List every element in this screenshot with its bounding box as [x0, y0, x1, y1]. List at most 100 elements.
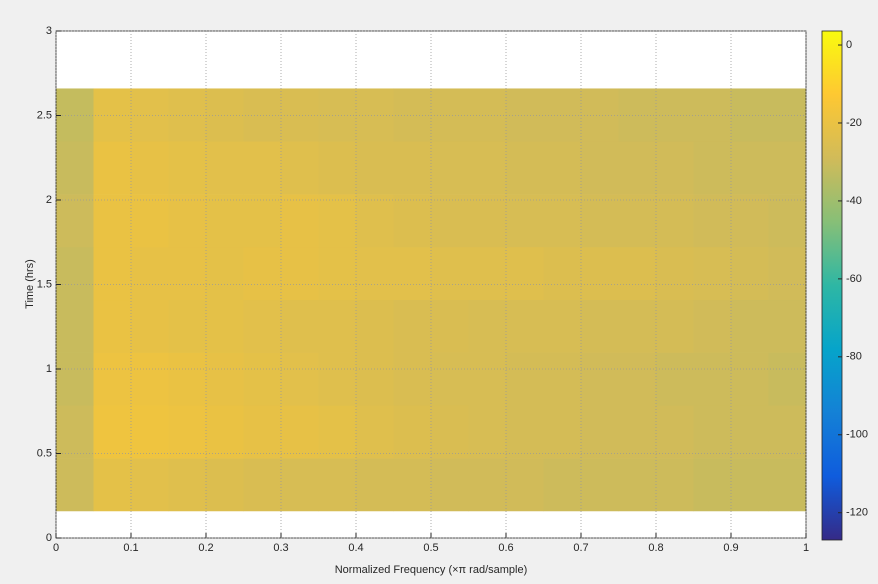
x-tick-label: 0.6: [498, 542, 513, 554]
x-tick-label: 0.8: [648, 542, 663, 554]
cell: [356, 246, 394, 301]
cell: [93, 405, 132, 459]
cell: [131, 405, 169, 459]
cell: [768, 194, 807, 248]
cell: [618, 458, 657, 512]
x-tick-label: 0.1: [123, 542, 138, 554]
cell: [56, 458, 94, 512]
cell: [431, 246, 469, 301]
cell: [93, 88, 132, 142]
cell: [468, 194, 507, 248]
x-tick-label: 0.9: [723, 542, 738, 554]
cell: [731, 194, 769, 248]
cell: [656, 299, 694, 353]
cell: [356, 88, 394, 142]
cell: [543, 352, 582, 406]
cell: [543, 88, 582, 142]
cell: [543, 141, 582, 195]
cell: [56, 299, 94, 353]
cell: [56, 352, 94, 406]
x-tick-label: 0.5: [423, 542, 438, 554]
cell: [768, 141, 807, 195]
cell: [206, 246, 244, 301]
y-tick-label: 1: [46, 363, 52, 375]
cell: [506, 194, 544, 248]
cell: [393, 141, 432, 195]
cell: [581, 458, 619, 512]
cell: [768, 458, 807, 512]
cell: [468, 246, 507, 301]
cell: [581, 405, 619, 459]
cell: [768, 405, 807, 459]
cell: [93, 458, 132, 512]
cell: [318, 458, 357, 512]
cell: [731, 299, 769, 353]
cell: [318, 405, 357, 459]
cell: [431, 352, 469, 406]
cell: [393, 299, 432, 353]
cell: [768, 299, 807, 353]
cell: [168, 299, 207, 353]
cell: [93, 299, 132, 353]
colorbar-tick-label: -120: [846, 507, 868, 519]
colorbar-tick-label: -20: [846, 117, 862, 129]
cell: [656, 458, 694, 512]
cell: [768, 246, 807, 301]
cell: [543, 246, 582, 301]
cell: [506, 246, 544, 301]
cell: [543, 405, 582, 459]
y-tick-label: 0.5: [37, 447, 52, 459]
cell: [393, 88, 432, 142]
cell: [281, 141, 319, 195]
x-tick-label: 0.3: [273, 542, 288, 554]
cell: [168, 458, 207, 512]
cell: [281, 194, 319, 248]
colorbar-tick-label: -60: [846, 273, 862, 285]
cell: [468, 458, 507, 512]
cell: [281, 458, 319, 512]
y-tick-label: 0: [46, 532, 52, 544]
colorbar-tick-label: 0: [846, 39, 852, 51]
cell: [468, 352, 507, 406]
x-tick-label: 0.4: [348, 542, 363, 554]
cell: [618, 194, 657, 248]
cell: [431, 458, 469, 512]
cell: [393, 352, 432, 406]
cell: [243, 405, 282, 459]
cell: [731, 246, 769, 301]
cell: [693, 194, 732, 248]
cell: [543, 299, 582, 353]
cell: [168, 405, 207, 459]
cell: [581, 299, 619, 353]
cell: [356, 458, 394, 512]
cell: [131, 299, 169, 353]
cell: [656, 194, 694, 248]
cell: [356, 352, 394, 406]
cell: [93, 141, 132, 195]
cell: [56, 141, 94, 195]
cell: [281, 352, 319, 406]
cell: [206, 405, 244, 459]
cell: [431, 194, 469, 248]
cell: [618, 352, 657, 406]
cell: [206, 352, 244, 406]
y-tick-label: 2: [46, 194, 52, 206]
cell: [93, 194, 132, 248]
cell: [206, 299, 244, 353]
cell: [693, 88, 732, 142]
cell: [693, 141, 732, 195]
y-axis-label: Time (hrs): [24, 259, 36, 309]
colorbar: [821, 30, 843, 541]
x-tick-label: 1: [803, 542, 809, 554]
cell: [506, 352, 544, 406]
cell: [168, 141, 207, 195]
x-tick-label: 0.7: [573, 542, 588, 554]
cell: [131, 141, 169, 195]
cell: [168, 194, 207, 248]
cell: [543, 458, 582, 512]
cell: [693, 299, 732, 353]
cell: [393, 246, 432, 301]
colorbar-tick-label: -40: [846, 195, 862, 207]
cell: [243, 88, 282, 142]
cell: [431, 88, 469, 142]
